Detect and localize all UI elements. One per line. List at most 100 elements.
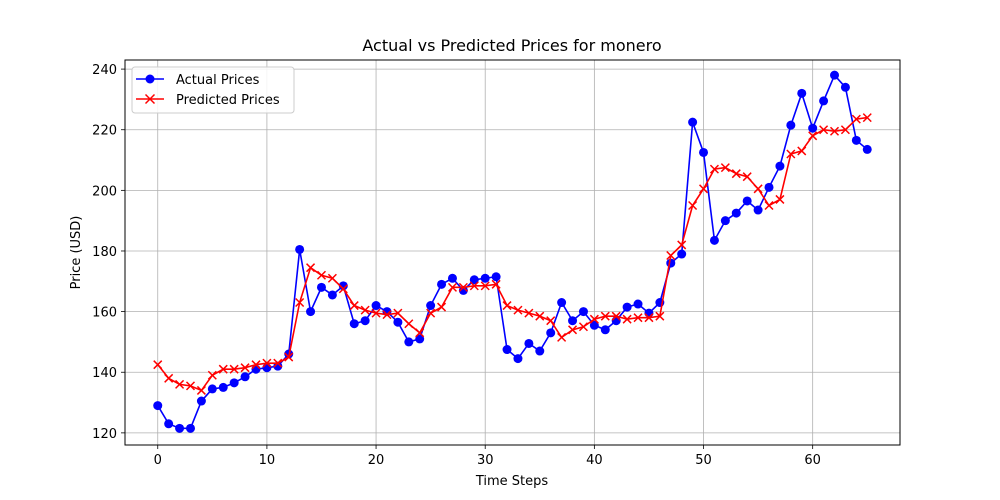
data-point-actual [819, 96, 829, 106]
data-point-actual [338, 281, 348, 291]
data-point-predicted [775, 194, 785, 204]
y-tick-label: 120 [92, 427, 117, 442]
data-point-predicted [720, 163, 730, 173]
data-point-predicted [666, 251, 676, 261]
data-point-actual [404, 337, 414, 347]
y-axis: 120 140 160 180 200 220 240 [92, 63, 125, 442]
data-point-actual [535, 346, 545, 356]
data-point-actual [688, 117, 698, 127]
data-point-actual [644, 308, 654, 318]
data-point-predicted [535, 311, 545, 321]
data-point-actual [546, 328, 556, 338]
data-point-predicted [229, 364, 239, 374]
data-point-predicted [677, 240, 687, 250]
x-axis-title: Time Steps [475, 474, 549, 489]
data-point-predicted [786, 149, 796, 159]
data-point-predicted [742, 172, 752, 182]
series-predicted [153, 113, 872, 395]
data-point-predicted [382, 310, 392, 320]
data-point-actual [447, 273, 457, 283]
data-point-actual [786, 120, 796, 130]
data-point-predicted [797, 146, 807, 156]
data-point-predicted [360, 305, 370, 315]
data-point-predicted [404, 319, 414, 329]
data-point-actual [578, 307, 588, 317]
data-point-predicted [218, 364, 228, 374]
data-point-predicted [306, 263, 316, 273]
data-point-predicted [851, 114, 861, 124]
data-point-actual [371, 301, 381, 311]
x-tick-label: 20 [368, 453, 385, 468]
data-point-predicted [196, 385, 206, 395]
data-point-predicted [469, 281, 479, 291]
data-point-actual [753, 205, 763, 215]
data-point-predicted [568, 325, 578, 335]
data-point-predicted [164, 373, 174, 383]
data-point-actual [720, 216, 730, 226]
data-point-predicted [688, 200, 698, 211]
data-point-actual [218, 382, 228, 392]
data-point-predicted [808, 131, 818, 141]
legend-marker-predicted [144, 93, 156, 105]
data-point-actual [360, 316, 370, 326]
data-point-predicted [644, 313, 654, 323]
data-point-predicted [731, 169, 741, 179]
data-point-predicted [207, 370, 217, 380]
data-point-actual [175, 423, 185, 433]
data-point-actual [600, 325, 610, 335]
y-tick-label: 160 [92, 306, 117, 321]
data-point-predicted [316, 270, 327, 280]
data-point-predicted [284, 352, 294, 362]
data-point-predicted [600, 311, 610, 321]
data-point-predicted [557, 332, 567, 342]
data-point-predicted [415, 328, 425, 338]
data-point-predicted [862, 113, 872, 123]
data-point-actual [426, 301, 436, 311]
data-point-predicted [698, 184, 709, 194]
data-point-actual [502, 345, 512, 355]
x-tick-label: 40 [586, 453, 603, 468]
data-point-actual [316, 282, 326, 292]
data-point-actual [808, 123, 818, 133]
data-point-predicted [633, 313, 643, 323]
x-axis: 0 10 20 30 40 50 60 [154, 445, 821, 468]
data-point-predicted [819, 125, 829, 135]
y-tick-label: 240 [92, 63, 117, 78]
data-point-actual [153, 401, 163, 411]
data-point-predicted [502, 301, 512, 311]
x-tick-label: 10 [259, 453, 276, 468]
data-point-predicted [840, 125, 850, 135]
series-layer [153, 70, 872, 433]
data-point-predicted [185, 381, 196, 391]
data-point-actual [742, 196, 752, 206]
data-point-actual [491, 272, 501, 282]
data-point-actual [327, 290, 337, 300]
data-point-predicted [480, 281, 490, 291]
series-line-predicted [157, 116, 868, 392]
data-point-actual [633, 299, 643, 309]
data-point-predicted [338, 284, 348, 294]
x-tick-label: 50 [695, 453, 712, 468]
data-point-actual [557, 298, 567, 308]
data-point-predicted [327, 273, 337, 283]
data-point-actual [589, 320, 599, 330]
data-point-predicted [578, 322, 588, 332]
data-point-predicted [426, 308, 436, 318]
data-point-predicted [458, 282, 468, 292]
data-point-actual [840, 82, 850, 92]
data-point-actual [775, 161, 785, 171]
data-point-predicted [829, 126, 840, 136]
data-point-predicted [491, 279, 501, 289]
data-point-predicted [437, 302, 447, 312]
series-actual [153, 70, 872, 433]
legend-label-predicted: Predicted Prices [176, 93, 280, 108]
x-tick-label: 60 [804, 453, 821, 468]
data-point-actual [731, 208, 741, 218]
data-point-actual [262, 363, 272, 373]
data-point-actual [349, 319, 359, 329]
data-point-actual [240, 372, 250, 382]
data-point-predicted [175, 379, 185, 389]
plot-area [124, 59, 901, 446]
y-tick-label: 180 [92, 245, 117, 260]
